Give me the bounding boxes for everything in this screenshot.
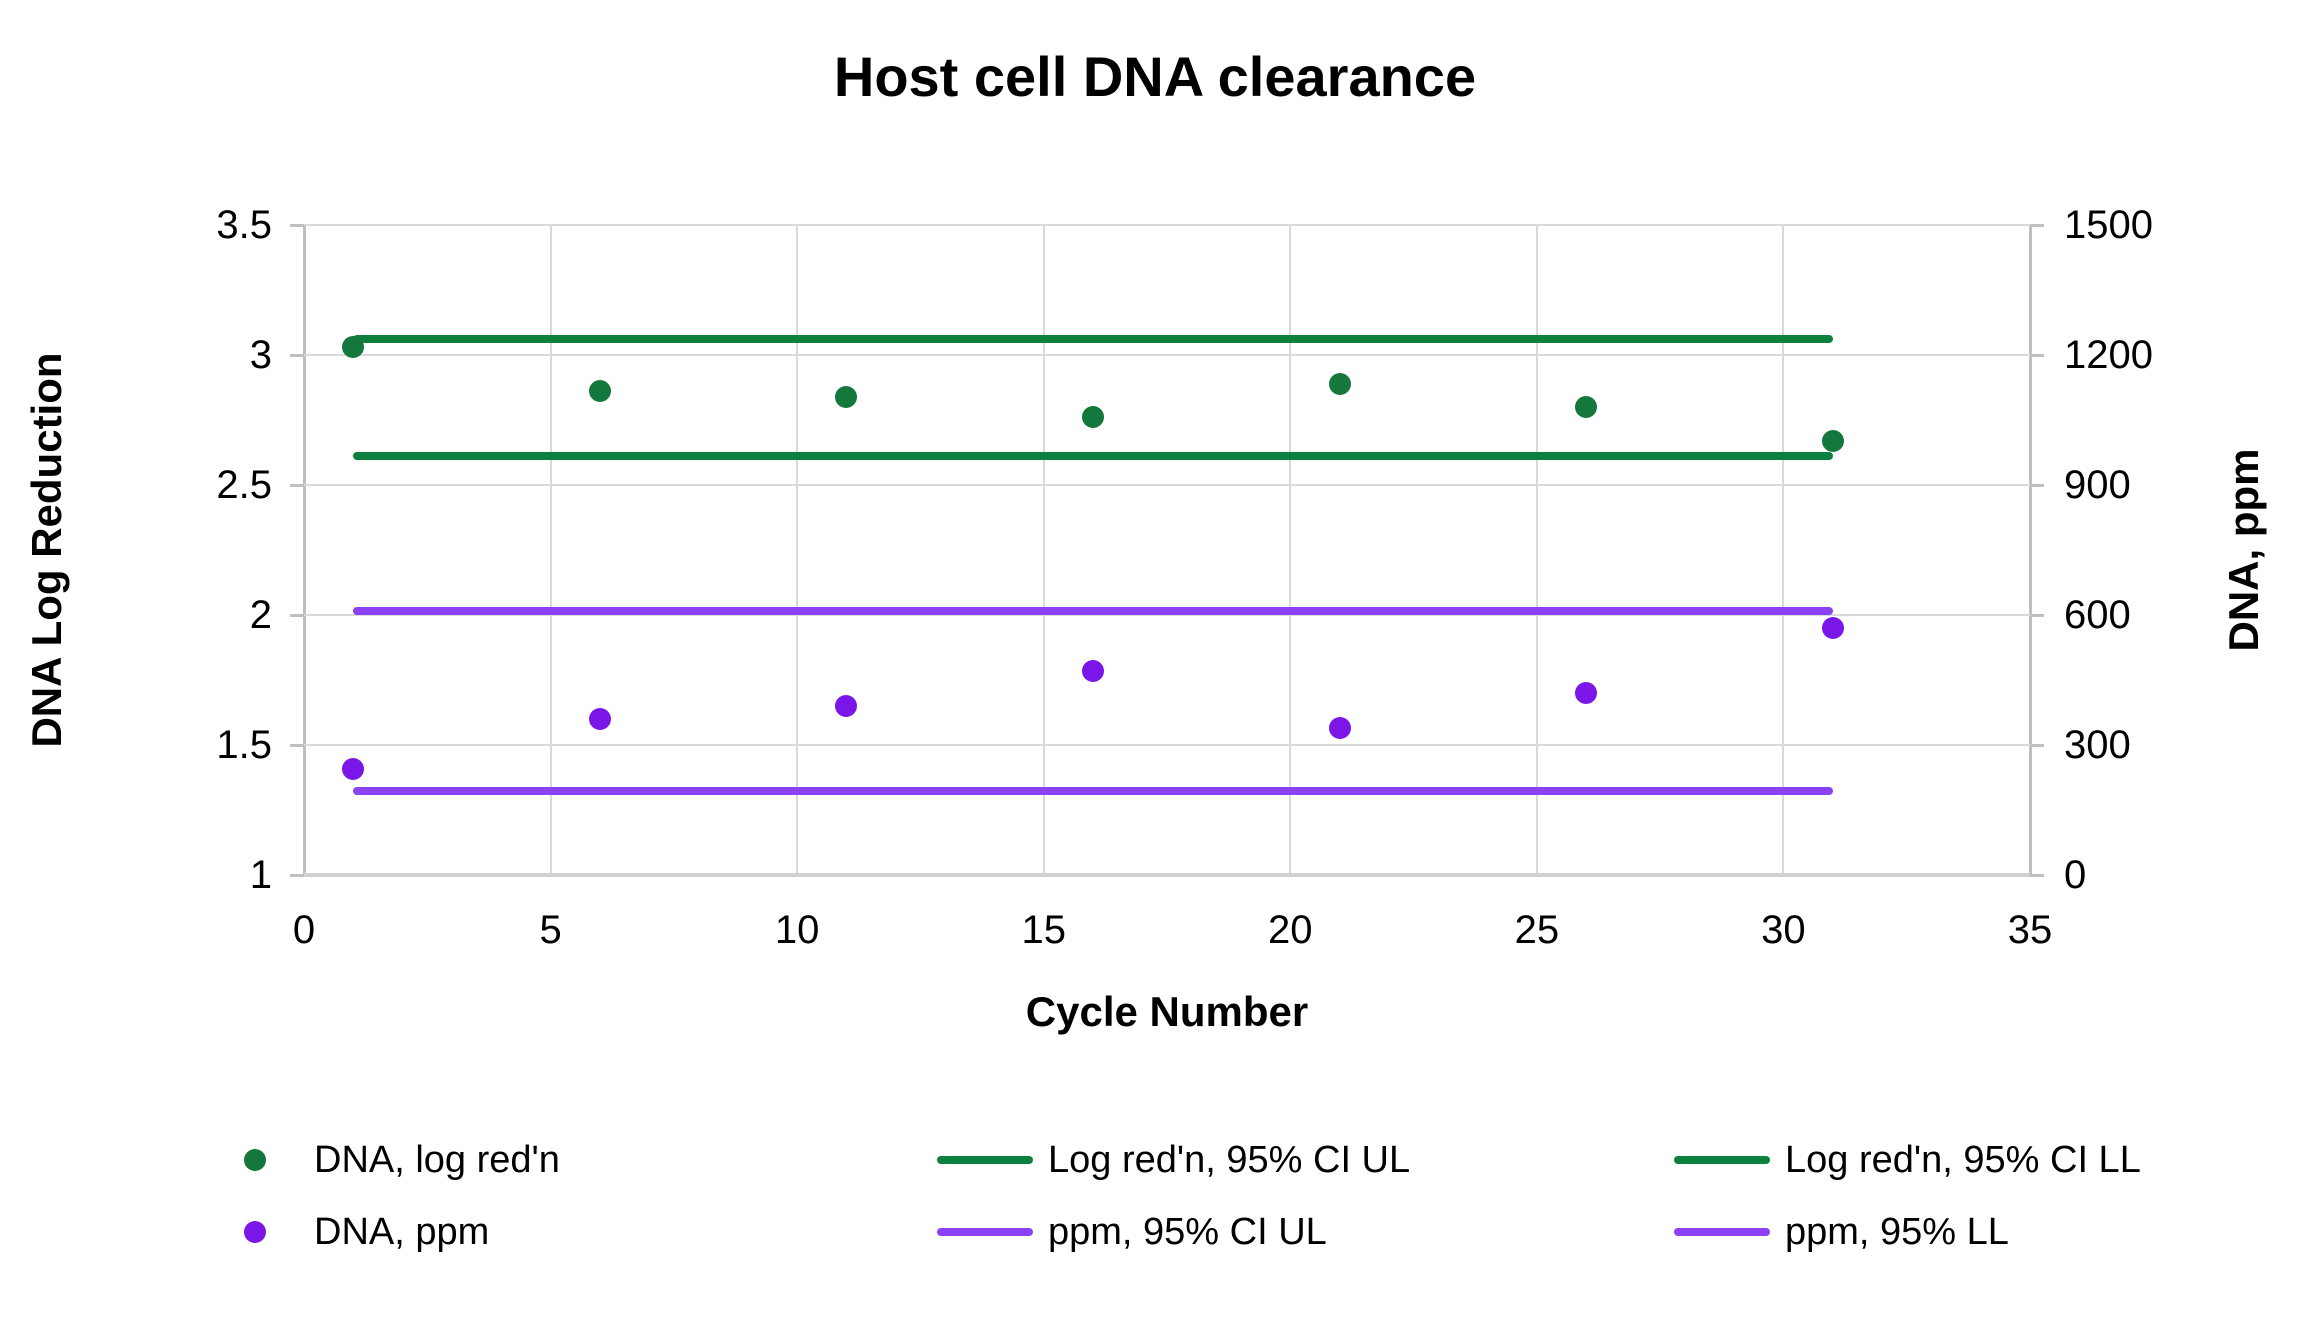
x-gridline <box>549 225 552 875</box>
ci-reference-line <box>353 786 1833 795</box>
y-left-tick <box>290 484 304 487</box>
x-axis-title: Cycle Number <box>1025 988 1309 1035</box>
x-tick-label: 10 <box>774 908 820 952</box>
y-right-tick <box>2030 744 2044 747</box>
y-right-tick-label: 600 <box>2064 593 2131 637</box>
y-left-tick-label: 3 <box>249 333 272 377</box>
x-tick-label: 0 <box>292 908 316 952</box>
y-axis-line <box>2028 225 2032 875</box>
y-gridline <box>304 354 2030 356</box>
x-gridline <box>1289 225 1292 875</box>
data-point <box>588 380 611 403</box>
x-gridline <box>1042 225 1045 875</box>
x-gridline <box>796 225 799 875</box>
y-left-tick <box>290 614 304 617</box>
data-point <box>1821 429 1844 452</box>
y-left-tick <box>290 874 304 877</box>
y-axis-line <box>302 225 306 875</box>
x-gridline <box>1782 225 1785 875</box>
y-left-tick <box>290 744 304 747</box>
data-point <box>1328 372 1351 395</box>
y-left-tick-label: 2 <box>249 593 272 637</box>
y-right-tick <box>2030 224 2044 227</box>
x-tick-label: 20 <box>1268 908 1313 952</box>
ci-reference-line <box>353 452 1833 461</box>
x-tick-label: 5 <box>539 908 562 952</box>
x-tick-label: 30 <box>1761 908 1806 952</box>
ci-reference-line <box>353 335 1833 344</box>
data-point <box>1821 617 1844 639</box>
data-point <box>1575 396 1598 418</box>
y-right-tick <box>2030 484 2044 487</box>
y-left-tick-label: 1.5 <box>216 723 272 767</box>
data-point <box>1082 406 1105 429</box>
y-gridline <box>304 224 2030 226</box>
y-right-tick-label: 900 <box>2064 463 2131 507</box>
y-left-tick-label: 2.5 <box>216 463 272 507</box>
data-point <box>1328 716 1351 739</box>
y-gridline <box>304 484 2030 486</box>
data-point <box>835 695 858 717</box>
data-point <box>588 708 611 730</box>
data-point <box>342 757 365 780</box>
y-left-tick <box>290 224 304 227</box>
y-right-tick <box>2030 614 2044 617</box>
y-right-tick-label: 1500 <box>2064 203 2153 247</box>
y-right-tick <box>2030 354 2044 357</box>
y-gridline <box>304 744 2030 746</box>
data-point <box>835 385 858 408</box>
x-tick-label: 25 <box>1514 908 1560 952</box>
y-left-tick-label: 1 <box>249 853 272 897</box>
ci-reference-line <box>353 606 1833 615</box>
y-right-tick-label: 0 <box>2064 853 2087 897</box>
y-left-tick-label: 3.5 <box>216 203 272 247</box>
y-right-tick-label: 300 <box>2064 723 2131 767</box>
x-axis-line <box>304 873 2030 877</box>
y-right-tick-label: 1200 <box>2064 333 2153 377</box>
data-point <box>1082 660 1105 683</box>
y-right-tick <box>2030 874 2044 877</box>
x-tick-label: 35 <box>2007 908 2053 952</box>
data-point <box>342 336 365 359</box>
y-gridline <box>304 614 2030 616</box>
data-point <box>1575 682 1598 704</box>
chart-title: Host cell DNA clearance <box>833 45 1477 108</box>
x-gridline <box>1535 225 1538 875</box>
x-tick-label: 15 <box>1021 908 1066 952</box>
y-left-tick <box>290 354 304 357</box>
